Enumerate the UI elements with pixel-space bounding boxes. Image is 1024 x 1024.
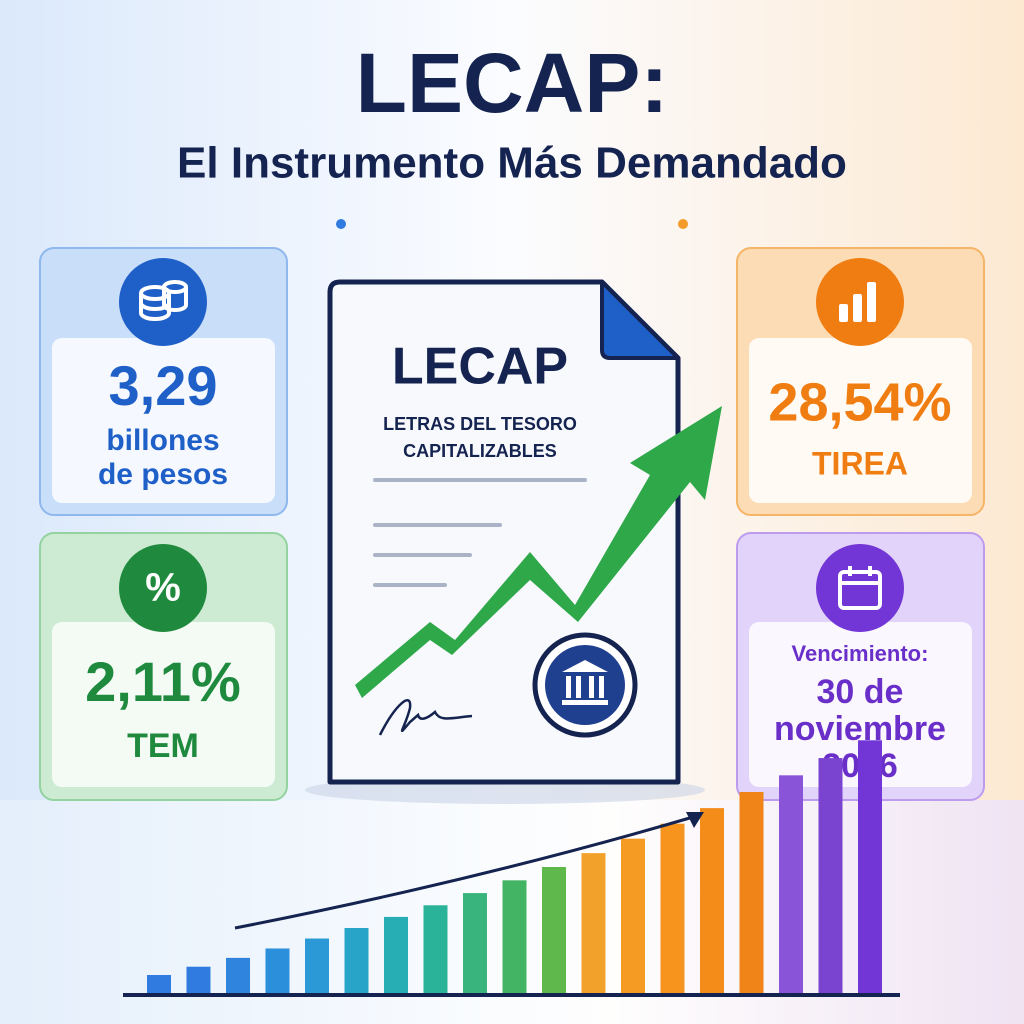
decorative-bar [660,823,685,993]
card-tem: % 2,11% TEM [39,532,288,801]
decorative-bar [581,853,606,993]
card-value: 2,11% [85,650,241,713]
decorative-bar [502,880,527,993]
card-label: billones [106,424,219,457]
decorative-bar [542,867,566,993]
card-value: 3,29 [109,354,218,417]
card-value: 30 de [817,673,904,711]
decorative-bar [423,905,448,993]
document-line: LETRAS DEL TESORO [383,414,577,434]
decorative-bar [305,938,329,993]
decorative-bar [818,758,843,993]
decorative-bar [779,775,803,993]
decorative-bar [186,966,211,993]
card-label: TEM [127,727,199,765]
decorative-bar [147,975,171,993]
subtitle: El Instrumento Más Demandado [177,139,847,188]
decorative-bar [344,928,369,993]
trend-arrowhead [686,812,704,828]
decorative-bar [463,893,487,993]
decorative-bar [621,838,645,993]
divider [336,219,688,229]
decorative-bar [700,808,724,993]
card-caption: Vencimiento: [792,641,929,666]
card-tirea: 28,54% TIREA [736,247,985,516]
trend-arrow [234,813,701,930]
card-icon: % [145,566,181,610]
card-label: de pesos [98,458,228,491]
decorative-bar [384,916,408,993]
decorative-bars [147,740,882,993]
decorative-bar [265,948,290,993]
document: LECAP LETRAS DEL TESORO CAPITALIZABLES [305,279,722,804]
decorative-bar [858,740,882,993]
card-value: 28,54% [768,372,951,432]
card-amount: 3,29 billones de pesos [39,247,288,516]
document-title: LECAP [392,338,568,396]
document-line: CAPITALIZABLES [403,441,557,461]
decorative-bar [739,792,764,993]
card-label: TIREA [812,445,908,481]
decorative-bar [226,957,250,993]
title: LECAP: [356,36,669,130]
